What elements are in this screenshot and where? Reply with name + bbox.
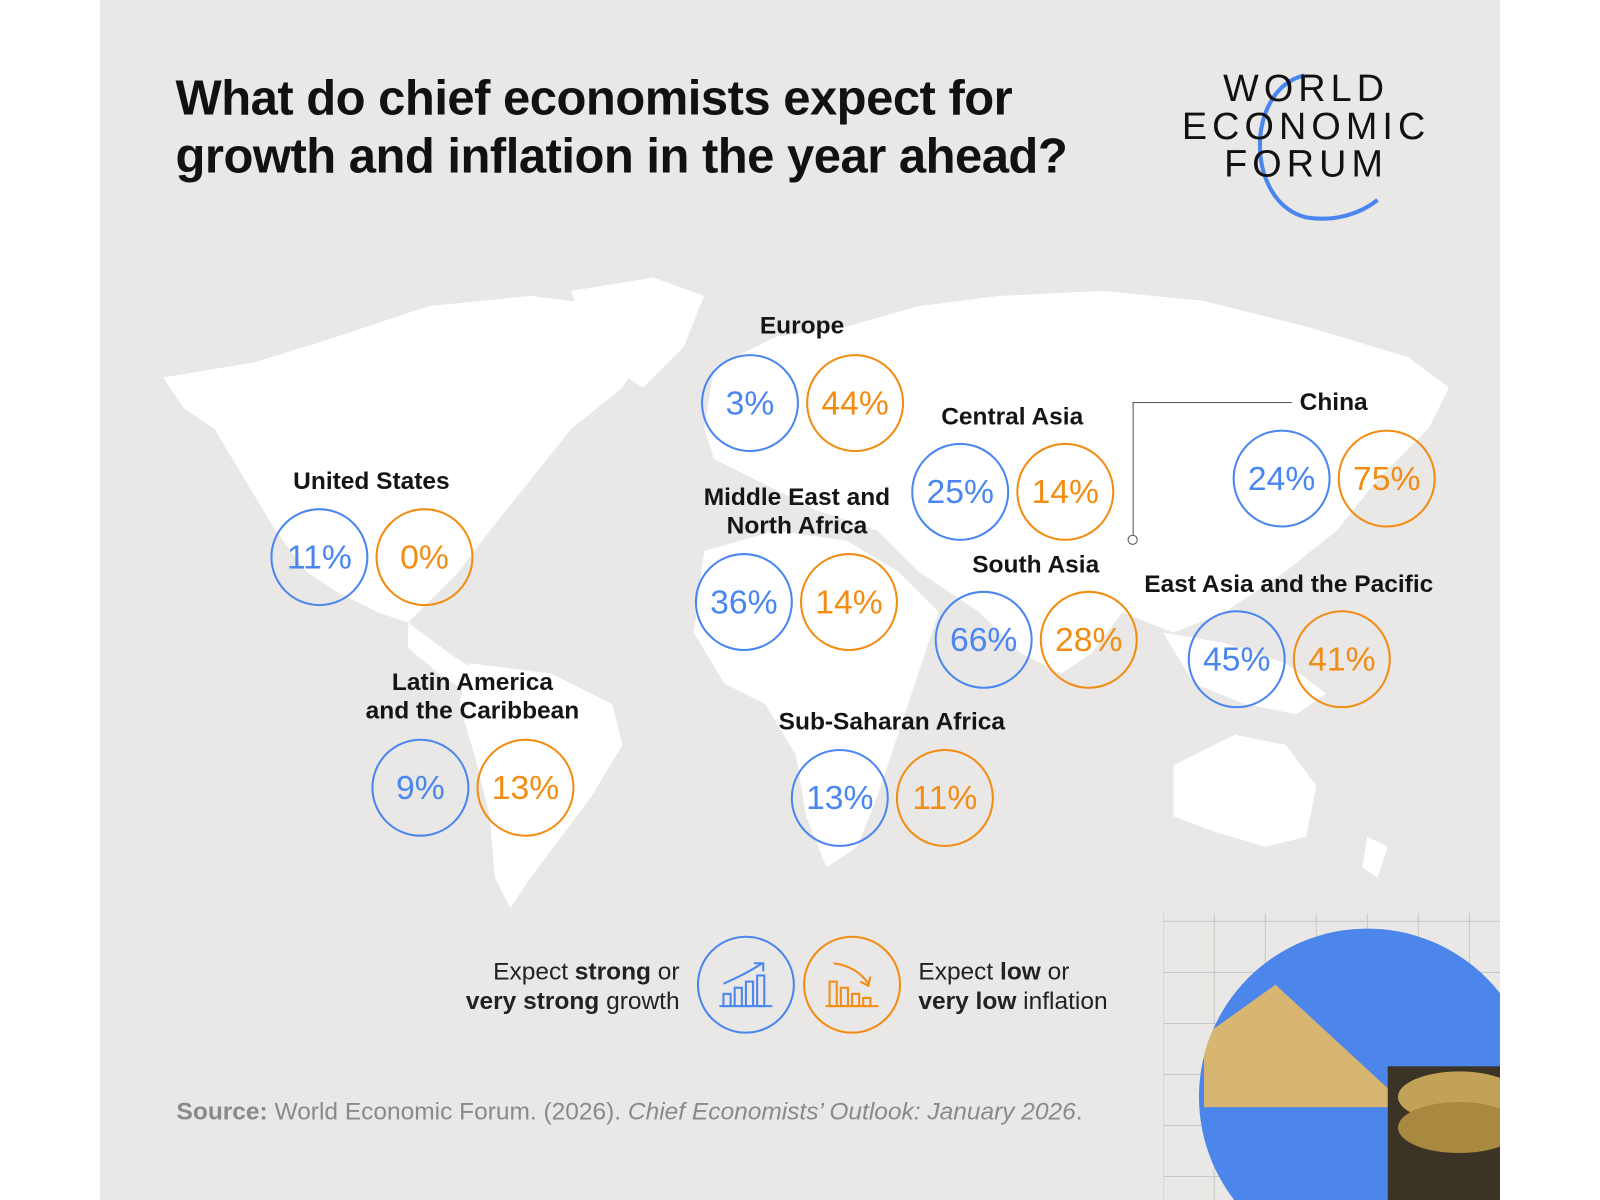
region-label: East Asia and the Pacific [1144, 570, 1433, 599]
region-label-line: East Asia and the Pacific [1144, 570, 1434, 598]
growth-percent-circle: 66% [934, 590, 1033, 689]
region-label: Sub-Saharan Africa [779, 708, 1005, 737]
inflation-percent-circle: 75% [1337, 429, 1436, 528]
logo-line-1: WORLD [1223, 67, 1390, 110]
region-label-line: Middle East and [703, 483, 891, 512]
legend-text-part: Expect [493, 958, 575, 986]
bar-chart-down-arrow-icon [825, 962, 879, 1008]
logo-line-2: ECONOMIC [1181, 105, 1431, 147]
inflation-percent-circle: 11% [895, 748, 994, 847]
china-leader-line [1132, 402, 1292, 538]
region-label-line: and the Caribbean [365, 696, 580, 725]
region-label-line: Latin America [391, 668, 553, 696]
region-label-line: North Africa [726, 512, 868, 540]
growth-percent-circle: 13% [790, 748, 889, 847]
inflation-percent-circle: 44% [806, 354, 905, 453]
region-label: Middle East and North Africa [704, 484, 890, 541]
region-label: China [1300, 389, 1368, 418]
growth-percent-circle: 36% [694, 553, 793, 652]
source-citation: Source: World Economic Forum. (2026). Ch… [177, 1098, 1083, 1127]
region-label: Latin America and the Caribbean [366, 668, 580, 725]
legend-inflation-text: Expect low or very low inflation [918, 957, 1107, 1016]
wef-logo: WORLD ECONOMIC FORUM [1173, 69, 1438, 222]
legend-bold: very strong [465, 987, 600, 1016]
growth-percent-circle: 25% [911, 442, 1010, 541]
source-end: . [1075, 1097, 1083, 1126]
growth-percent-circle: 11% [270, 508, 369, 607]
title-line-1: What do chief economists expect for [175, 71, 1013, 126]
australia-shape [1173, 734, 1317, 847]
legend-growth-text: Expect strong or very strong growth [466, 957, 680, 1016]
inflation-percent-circle: 13% [476, 738, 575, 837]
growth-percent-circle: 3% [701, 354, 799, 453]
region-label-line: Central Asia [941, 403, 1084, 431]
decorative-collage-image [1163, 913, 1500, 1200]
inflation-percent-circle: 14% [799, 553, 898, 652]
region-label: United States [293, 467, 450, 496]
inflation-percent-circle: 28% [1039, 590, 1138, 689]
legend-inflation-circle [803, 935, 902, 1034]
legend-growth-circle [696, 935, 795, 1034]
page-title: What do chief economists expect for grow… [176, 69, 1068, 185]
legend-bold: strong [574, 958, 651, 986]
legend-text-part: or [1040, 958, 1070, 986]
legend-text-part: Expect [918, 958, 1001, 986]
bar-chart-up-arrow-icon [719, 962, 773, 1008]
legend-bold: low [1000, 958, 1041, 986]
source-label: Source: [176, 1097, 268, 1126]
central-america-shape [408, 622, 480, 694]
region-label: Europe [760, 312, 844, 341]
region-label-line: United States [293, 467, 450, 495]
region-label-line: Europe [759, 312, 845, 340]
legend-text-part: growth [599, 987, 680, 1016]
growth-percent-circle: 9% [371, 738, 470, 837]
logo-text: WORLD ECONOMIC FORUM [1173, 69, 1438, 182]
source-title: Chief Economists’ Outlook: January 2026 [627, 1097, 1076, 1126]
greenland-shape [571, 277, 705, 388]
inflation-percent-circle: 14% [1016, 442, 1115, 541]
legend-text-part: inflation [1016, 987, 1108, 1016]
logo-line-3: FORUM [1224, 142, 1389, 185]
title-line-2: growth and inflation in the year ahead? [175, 129, 1068, 184]
region-label-line: South Asia [972, 551, 1100, 579]
logo-arc-icon [1257, 73, 1379, 221]
region-label: Central Asia [941, 403, 1083, 432]
inflation-percent-circle: 0% [375, 508, 474, 607]
new-zealand-shape [1362, 836, 1388, 878]
growth-percent-circle: 24% [1232, 429, 1331, 528]
growth-percent-circle: 45% [1187, 610, 1286, 709]
region-label-line: Sub-Saharan Africa [778, 708, 1006, 736]
source-text: World Economic Forum. (2026). [267, 1097, 628, 1126]
legend-text-part: or [650, 958, 680, 986]
region-label: South Asia [972, 551, 1099, 580]
inflation-percent-circle: 41% [1292, 610, 1391, 709]
region-label-line: China [1299, 388, 1368, 417]
china-leader-dot [1127, 534, 1138, 545]
legend-bold: very low [918, 987, 1017, 1016]
